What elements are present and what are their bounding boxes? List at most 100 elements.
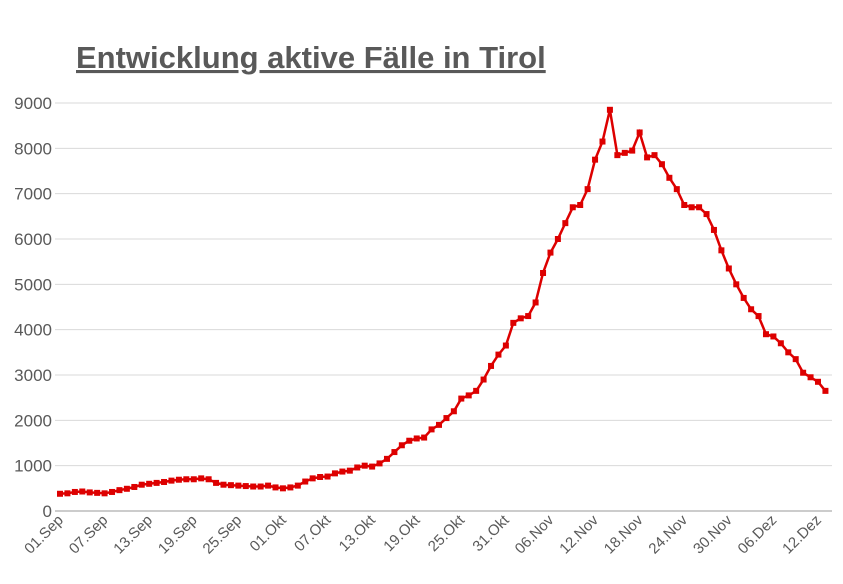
data-point [153,479,160,486]
data-point [309,475,316,482]
data-point [428,426,435,433]
data-point [242,483,249,490]
data-point [331,470,338,477]
chart-title: Entwicklung aktive Fälle in Tirol [76,40,546,75]
data-point [666,174,673,181]
data-point [569,204,576,211]
x-tick-label: 30.Nov [690,511,736,557]
data-point [703,211,710,218]
x-tick-label: 19.Okt [380,511,424,555]
x-tick-label: 18.Nov [601,511,647,557]
data-point [644,154,651,161]
data-point [658,161,665,168]
data-point [577,202,584,208]
data-point [807,374,814,381]
data-point [517,315,524,322]
data-point [354,464,361,471]
data-point [525,313,532,320]
data-point [785,349,792,356]
x-tick-label: 25.Okt [425,511,469,555]
data-point [398,442,405,449]
y-tick-label: 2000 [14,411,52,430]
data-point [205,476,212,483]
data-point [606,106,613,113]
x-tick-label: 01.Okt [247,511,291,555]
data-point [718,247,725,254]
data-point [361,462,368,469]
data-point [324,473,331,480]
data-point [710,226,717,233]
data-point [138,481,145,488]
data-point [510,319,517,326]
data-point [621,149,628,156]
data-point [450,408,457,415]
data-point [696,204,703,211]
data-point [681,202,688,208]
y-tick-label: 8000 [14,139,52,158]
data-point [175,476,182,483]
data-point [383,455,390,462]
x-tick-label: 25.Sep [200,512,246,558]
data-point [421,434,428,441]
data-point [755,313,762,320]
data-point [391,449,398,456]
data-point [79,488,86,495]
data-point [554,236,561,242]
data-point [257,483,264,490]
data-point [161,478,168,485]
data-point [480,376,487,383]
data-point [57,490,63,497]
data-point [346,467,353,474]
data-point [733,281,740,288]
data-point [220,481,227,488]
data-point [302,478,309,485]
data-point [272,484,279,491]
data-point [792,356,799,363]
data-point [436,421,442,428]
data-point [614,152,621,159]
data-point [294,482,301,489]
data-point [488,362,495,369]
y-tick-label: 6000 [14,230,52,249]
x-tick-label: 12.Nov [556,511,602,557]
y-tick-label: 3000 [14,366,52,385]
data-point [279,485,286,492]
data-point [131,483,138,490]
data-point [339,468,346,475]
data-point [740,294,747,301]
data-point [413,435,420,442]
x-tick-label: 24.Nov [645,511,691,557]
data-point [547,249,554,256]
data-point [562,220,569,227]
y-tick-label: 0 [43,502,52,521]
data-point [636,129,643,136]
data-point [146,480,153,487]
data-point [213,479,220,486]
data-point [227,482,234,489]
data-point [64,490,71,497]
data-point [86,489,93,496]
data-point [629,147,636,154]
x-tick-label: 13.Sep [110,512,156,558]
data-point [822,387,829,394]
data-point [800,369,807,376]
data-point [198,475,205,482]
y-tick-label: 5000 [14,275,52,294]
data-point [123,485,130,492]
data-point [94,489,101,496]
data-point [688,204,695,211]
data-point [250,483,257,490]
data-point [495,351,502,358]
data-point [376,460,383,467]
data-point [369,463,376,470]
data-point [168,477,175,484]
data-point [235,482,242,489]
data-point [317,474,324,480]
data-point [473,387,480,394]
data-point [190,476,197,483]
data-point [592,156,599,163]
data-point [770,333,777,340]
data-point [651,152,658,159]
x-tick-label: 31.Okt [469,511,513,555]
y-tick-label: 1000 [14,457,52,476]
